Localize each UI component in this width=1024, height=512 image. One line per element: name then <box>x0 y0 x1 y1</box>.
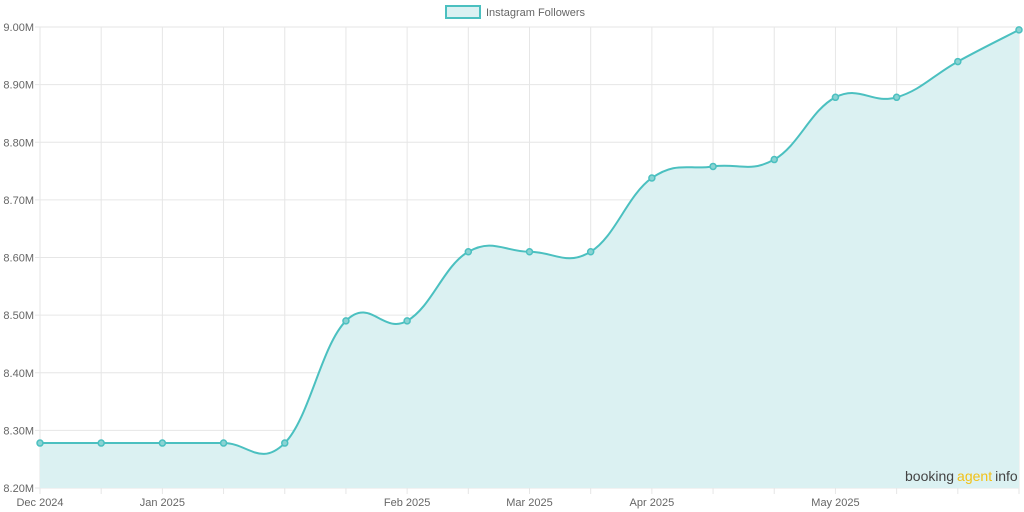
data-point[interactable] <box>831 93 840 102</box>
x-tick-label: Jan 2025 <box>140 497 185 509</box>
x-tick-label: Dec 2024 <box>16 497 63 509</box>
y-tick-label: 8.30M <box>3 425 34 437</box>
x-axis-ticks: Dec 2024 Jan 2025 Feb 2025 Mar 2025 Apr 2025… <box>16 497 859 509</box>
x-tick-label: Mar 2025 <box>506 497 552 509</box>
y-tick-label: 8.90M <box>3 80 34 92</box>
x-tick-label: Apr 2025 <box>630 497 675 509</box>
data-point[interactable] <box>281 439 289 447</box>
data-point[interactable] <box>770 155 778 164</box>
points-layer <box>36 26 1023 447</box>
y-tick-label: 9.00M <box>3 22 34 34</box>
data-point[interactable] <box>403 317 411 325</box>
legend-label[interactable]: Instagram Followers <box>486 7 586 19</box>
y-tick-label: 8.40M <box>3 368 34 380</box>
y-tick-label: 8.20M <box>3 483 34 495</box>
y-tick-label: 8.80M <box>3 137 34 149</box>
legend-swatch[interactable] <box>445 5 481 19</box>
data-point[interactable] <box>954 57 962 66</box>
data-point[interactable] <box>525 247 534 256</box>
y-tick-label: 8.60M <box>3 253 34 265</box>
watermark-agent: agent <box>957 468 992 484</box>
data-point[interactable] <box>158 439 167 447</box>
x-tick-label: Feb 2025 <box>384 497 430 509</box>
watermark-logo: booking agent info <box>905 468 1018 484</box>
watermark-info: info <box>995 468 1018 484</box>
y-tick-label: 8.70M <box>3 195 34 207</box>
data-point[interactable] <box>36 439 44 447</box>
data-point[interactable] <box>709 162 717 171</box>
legend[interactable]: Instagram Followers <box>445 5 586 19</box>
x-tick-label: May 2025 <box>811 497 859 509</box>
data-point[interactable] <box>648 174 656 182</box>
data-point[interactable] <box>342 317 350 325</box>
y-axis-ticks: 8.20M 8.30M 8.40M 8.50M 8.60M 8.70M 8.80M 8.90M… <box>3 22 34 495</box>
watermark-text: booking agent info <box>905 468 1018 484</box>
data-point[interactable] <box>219 439 228 447</box>
y-tick-label: 8.50M <box>3 310 34 322</box>
data-point[interactable] <box>1015 26 1023 34</box>
watermark-booking: booking <box>905 468 954 484</box>
data-point[interactable] <box>586 247 595 256</box>
series-area-fill <box>40 29 1019 488</box>
data-point[interactable] <box>97 439 105 447</box>
data-point[interactable] <box>464 247 473 256</box>
data-point[interactable] <box>892 93 901 102</box>
